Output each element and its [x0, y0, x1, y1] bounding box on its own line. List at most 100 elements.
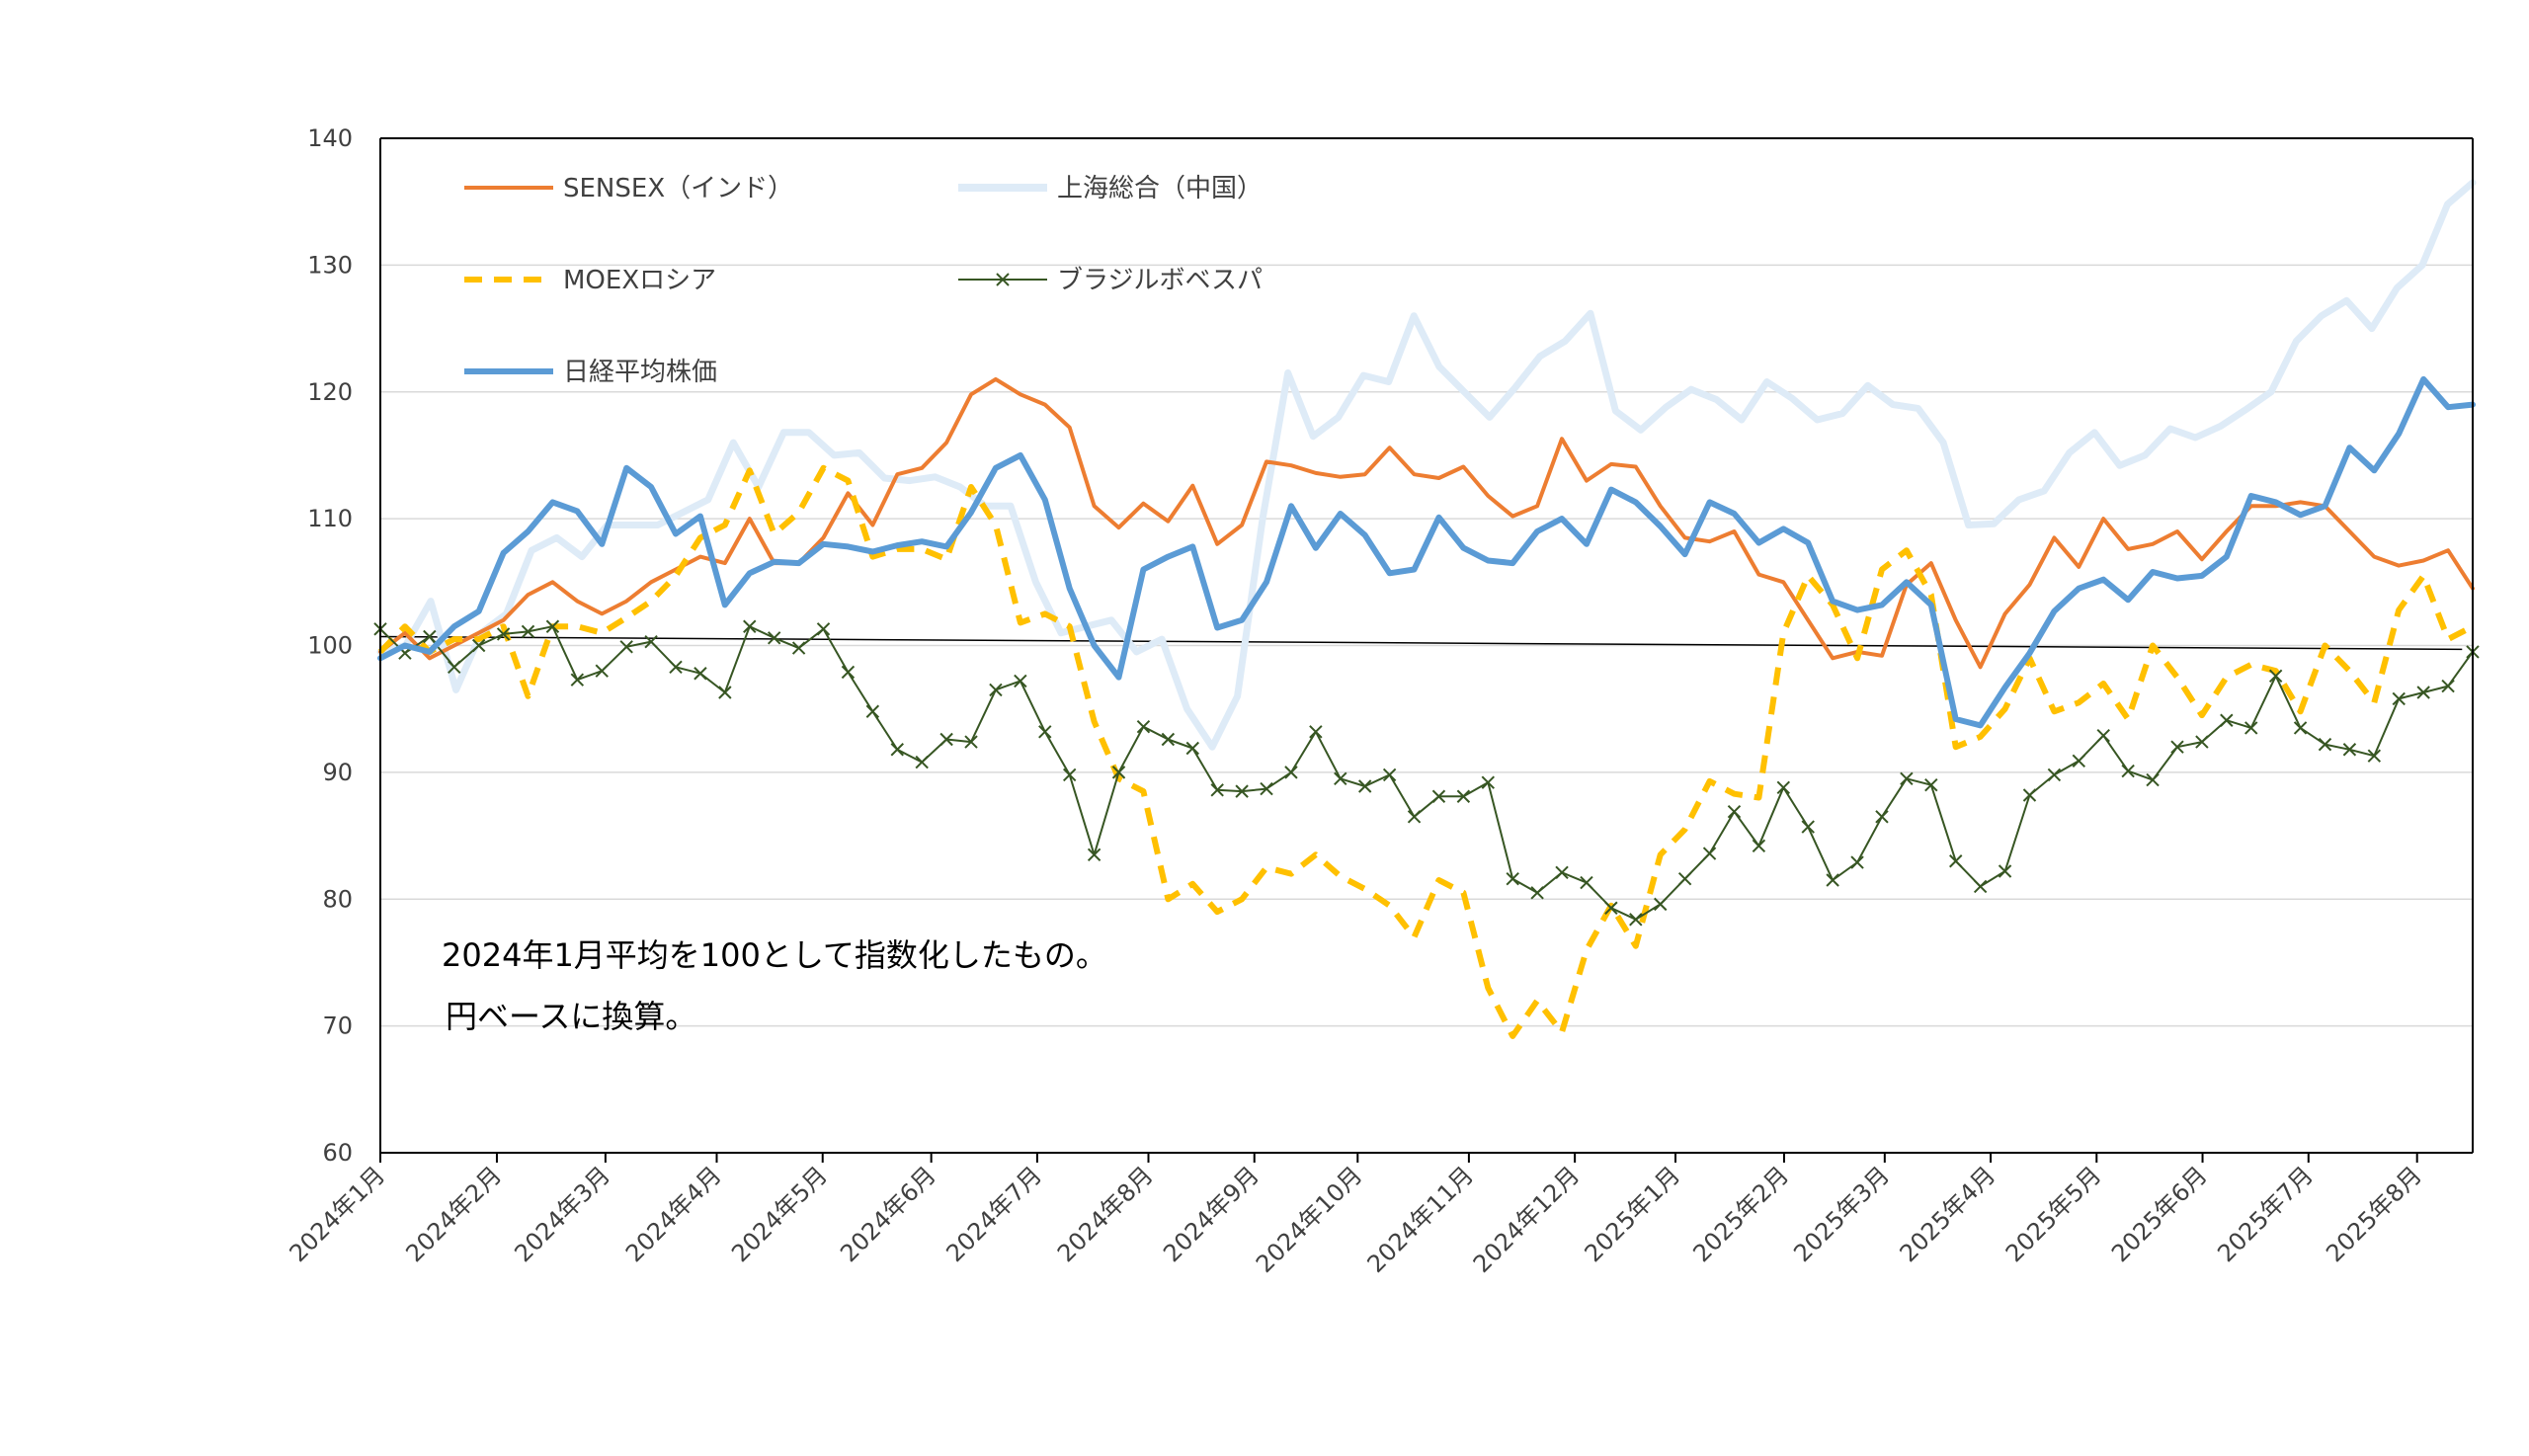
x-tick-label: 2025年1月: [1580, 1161, 1686, 1267]
data-point-marker: [1062, 768, 1077, 782]
data-point-marker: [2244, 721, 2258, 735]
note-line-1: 2024年1月平均を100として指数化したもの。: [442, 936, 1107, 974]
series-line-0: [378, 376, 2475, 670]
series-4: [377, 375, 2476, 729]
legend-item-0: SENSEX（インド）: [464, 174, 793, 203]
x-tick-label: 2025年5月: [2000, 1161, 2107, 1267]
data-point-marker: [915, 755, 929, 769]
x-tick-label: 2025年2月: [1687, 1161, 1794, 1267]
gridlines: [380, 137, 2473, 1027]
reference-line: [379, 635, 2463, 651]
series-0: [378, 376, 2475, 670]
data-point-marker: [816, 622, 831, 636]
data-point-marker: [619, 640, 633, 654]
data-point-marker: [570, 673, 585, 687]
y-tick-label: 110: [307, 505, 353, 532]
data-point-marker: [1555, 865, 1569, 879]
data-point-marker: [1456, 789, 1471, 803]
y-tick-label: 120: [307, 378, 353, 406]
data-point-marker: [2121, 764, 2135, 778]
data-point-marker: [1014, 674, 1027, 688]
data-point-marker: [1087, 848, 1101, 862]
y-axis-ticks: 60 70 80 90 100 110 120 130 140: [307, 124, 353, 1167]
data-point-marker: [865, 704, 880, 718]
axes: [379, 137, 2474, 1154]
data-point-marker: [718, 686, 732, 699]
data-point-marker: [521, 624, 535, 639]
data-point-marker: [448, 660, 461, 675]
data-point-marker: [1924, 778, 1938, 792]
data-point-marker: [890, 743, 904, 757]
data-point-marker: [2146, 772, 2160, 787]
x-tick-label: 2024年5月: [726, 1161, 833, 1267]
series-group: [373, 179, 2480, 1039]
data-point-marker: [1161, 732, 1176, 747]
data-point-marker: [644, 634, 658, 649]
data-point-marker: [1875, 810, 1889, 824]
reference-line-group: [379, 635, 2463, 651]
note-line-2: 円ベースに換算。: [446, 998, 696, 1035]
data-point-marker: [1629, 913, 1643, 927]
data-point-marker: [939, 732, 953, 747]
legend-label: 日経平均株価: [563, 358, 717, 387]
data-point-marker: [2342, 743, 2357, 757]
series-line-2: [377, 464, 2475, 1039]
data-point-marker: [1677, 872, 1692, 886]
x-tick-label: 2024年4月: [620, 1161, 727, 1267]
data-point-marker: [2416, 686, 2430, 699]
series-2: [377, 464, 2475, 1039]
data-point-marker: [1776, 780, 1791, 794]
legend-item-4: 日経平均株価: [464, 358, 717, 387]
data-point-marker: [2195, 735, 2209, 749]
x-tick-label: 2024年1月: [285, 1161, 391, 1267]
data-point-marker: [2392, 691, 2406, 706]
x-tick-label: 2024年9月: [1158, 1161, 1264, 1267]
data-point-marker: [1949, 854, 1963, 868]
data-point-marker: [1752, 839, 1766, 853]
y-tick-label: 100: [307, 632, 353, 660]
data-point-marker: [1284, 766, 1298, 779]
data-point-marker: [1727, 804, 1742, 819]
y-tick-label: 70: [322, 1012, 353, 1040]
legend-item-1: 上海総合（中国）: [958, 174, 1263, 203]
x-tick-label: 2025年6月: [2106, 1161, 2213, 1267]
series-line-4: [377, 375, 2476, 729]
data-point-marker: [1358, 779, 1372, 793]
data-point-marker: [693, 667, 707, 681]
x-tick-label: 2024年7月: [940, 1161, 1047, 1267]
data-point-marker: [1334, 771, 1347, 786]
data-point-marker: [1309, 725, 1323, 739]
data-point-marker: [2096, 728, 2110, 743]
data-point-marker: [1136, 719, 1151, 734]
data-point-marker: [1580, 875, 1593, 890]
x-tick-label: 2025年3月: [1788, 1161, 1895, 1267]
x-tick-label: 2024年10月: [1251, 1161, 1368, 1278]
data-point-marker: [2022, 788, 2037, 802]
data-point-marker: [767, 631, 781, 645]
data-point-marker: [1604, 901, 1618, 915]
data-point-marker: [2367, 749, 2382, 763]
data-point-marker: [989, 683, 1003, 697]
data-point-marker: [1850, 855, 1864, 869]
data-point-marker: [1530, 886, 1544, 900]
x-tick-label: 2025年4月: [1895, 1161, 2001, 1267]
data-point-marker: [496, 627, 511, 641]
x-tick-label: 2024年11月: [1362, 1161, 1480, 1278]
data-point-marker: [1654, 897, 1668, 912]
data-point-marker: [1900, 771, 1914, 786]
x-axis-ticks: 2024年1月 2024年2月 2024年3月 2024年4月 2024年5月 2024年…: [285, 1153, 2427, 1278]
y-tick-label: 60: [322, 1139, 353, 1167]
legend-item-2: MOEXロシア: [464, 266, 716, 295]
x-tick-label: 2024年8月: [1052, 1161, 1159, 1267]
data-point-marker: [1801, 820, 1815, 834]
data-point-marker: [791, 641, 806, 655]
data-point-marker: [2441, 679, 2455, 693]
data-point-marker: [423, 629, 437, 644]
data-point-marker: [1038, 725, 1052, 739]
series-line-1: [376, 179, 2477, 751]
x-tick-label: 2024年12月: [1468, 1161, 1586, 1278]
x-tick-label: 2024年3月: [509, 1161, 615, 1267]
data-point-marker: [1973, 879, 1988, 894]
